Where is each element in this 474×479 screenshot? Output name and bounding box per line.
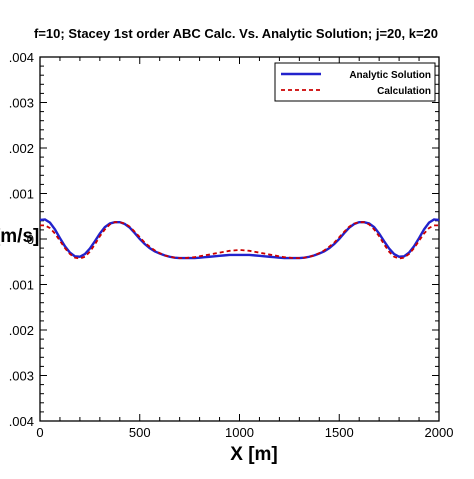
x-tick-label: 2000 <box>425 425 454 440</box>
x-tick-label: 1500 <box>325 425 354 440</box>
x-tick-label: 1000 <box>225 425 254 440</box>
y-tick-label: 0 <box>27 232 34 247</box>
y-axis-label: V [m/s] <box>0 226 39 247</box>
legend: Analytic Solution Calculation <box>274 62 436 102</box>
y-tick-label: .004 <box>9 50 34 65</box>
series-line-analytic <box>39 218 440 260</box>
y-tick-label: .004 <box>9 414 34 429</box>
y-tick-label: .001 <box>9 278 34 293</box>
plot-area: 0 500 1000 1500 2000 .004 .003 .002 .001 0 .001 .00… <box>0 50 453 440</box>
y-tick-label: .001 <box>9 187 34 202</box>
y-tick-label: .003 <box>9 96 34 111</box>
x-tick-label: 500 <box>129 425 151 440</box>
y-tick-label: .003 <box>9 369 34 384</box>
chart-title: f=10; Stacey 1st order ABC Calc. Vs. Ana… <box>34 26 438 41</box>
y-tick-label: .002 <box>9 141 34 156</box>
legend-label: Analytic Solution <box>349 70 431 81</box>
legend-box <box>274 62 436 102</box>
x-tick-label: 0 <box>36 425 43 440</box>
legend-label: Calculation <box>377 86 431 97</box>
y-tick-label: .002 <box>9 323 34 338</box>
x-axis-label: X [m] <box>230 444 278 465</box>
